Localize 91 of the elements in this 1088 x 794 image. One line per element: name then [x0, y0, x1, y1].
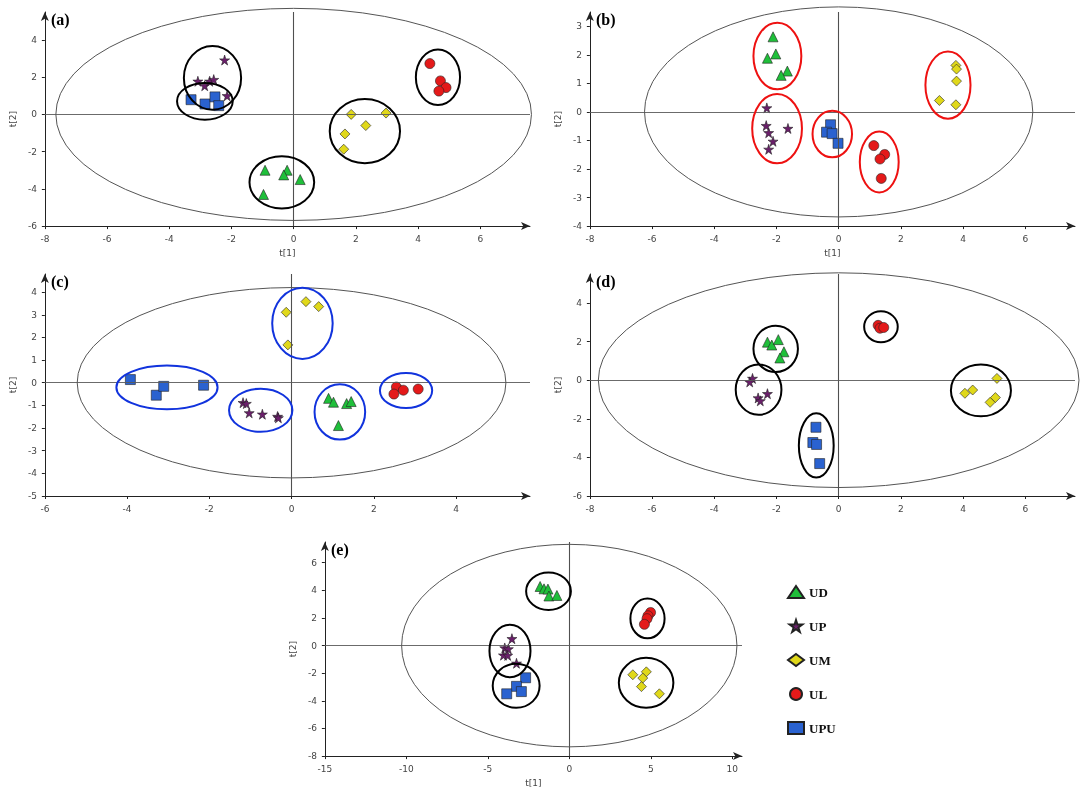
y-tick-label: -2 [27, 423, 37, 434]
x-tick-label: -2 [226, 233, 236, 244]
y-tick-label: 0 [31, 109, 38, 120]
y-tick-label: -2 [572, 413, 582, 424]
x-tick-label: 0 [288, 503, 295, 514]
x-axis-title: t[1] [525, 777, 542, 788]
y-tick-label: 0 [576, 106, 583, 117]
y-tick-label: 1 [31, 355, 37, 366]
y-tick-label: -6 [27, 221, 38, 232]
x-tick-label: -8 [585, 233, 595, 244]
x-tick-label: -10 [398, 763, 414, 774]
chart-title: (e) [331, 540, 349, 559]
x-tick-label: -4 [164, 233, 175, 244]
x-tick-label: -8 [40, 233, 50, 244]
y-tick-label: -4 [27, 183, 38, 194]
x-tick-label: 6 [477, 233, 484, 244]
x-tick-label: 2 [897, 233, 904, 244]
x-tick-label: -6 [40, 503, 50, 514]
x-axis-title: t[1] [824, 247, 841, 258]
y-tick-label: -2 [27, 146, 37, 157]
legend-label: UL [809, 686, 828, 702]
legend-label: UP [809, 618, 827, 634]
x-tick-label: -8 [585, 503, 595, 514]
x-axis-title: t[1] [279, 247, 296, 258]
y-tick-label: 0 [576, 375, 583, 386]
y-axis-title: t[2] [7, 376, 18, 394]
legend-label: UPU [809, 720, 837, 736]
x-tick-label: 0 [290, 233, 297, 244]
y-tick-label: 0 [311, 640, 318, 651]
y-tick-label: 2 [576, 49, 582, 60]
chart-title: (a) [51, 10, 70, 29]
y-axis-title: t[2] [552, 110, 563, 128]
x-tick-label: -2 [771, 503, 781, 514]
y-tick-label: 4 [31, 34, 38, 45]
y-axis-title: t[2] [287, 640, 298, 658]
legend-label: UD [809, 584, 828, 600]
y-tick-label: -5 [27, 491, 37, 501]
x-tick-label: -6 [102, 233, 112, 244]
y-tick-label: 6 [311, 557, 318, 568]
x-tick-label: 4 [960, 233, 967, 244]
x-tick-label: 2 [352, 233, 359, 244]
x-tick-label: 6 [1022, 233, 1029, 244]
x-tick-label: 4 [960, 503, 967, 514]
y-tick-label: 2 [31, 332, 37, 343]
x-tick-label: 10 [726, 763, 739, 774]
x-tick-label: 4 [415, 233, 422, 244]
x-tick-label: -5 [483, 763, 493, 774]
y-tick-label: -1 [572, 135, 582, 146]
y-tick-label: -6 [572, 491, 583, 501]
y-tick-label: -3 [572, 192, 582, 203]
y-tick-label: -6 [307, 723, 318, 734]
y-tick-label: 1 [576, 78, 582, 89]
y-tick-label: 2 [576, 336, 582, 347]
y-tick-label: -4 [307, 695, 318, 706]
y-tick-label: 3 [576, 21, 582, 32]
x-tick-label: 2 [897, 503, 904, 514]
y-axis-title: t[2] [552, 376, 563, 394]
x-tick-label: -2 [204, 503, 214, 514]
y-tick-label: 2 [311, 612, 317, 623]
x-tick-label: -6 [647, 233, 657, 244]
y-tick-label: 3 [31, 309, 37, 320]
x-tick-label: -4 [709, 503, 720, 514]
x-tick-label: 0 [835, 503, 842, 514]
y-tick-label: -2 [572, 164, 582, 175]
y-tick-label: -1 [27, 400, 37, 411]
y-tick-label: -4 [572, 221, 583, 232]
y-tick-label: -3 [27, 445, 37, 456]
chart-title: (b) [596, 10, 616, 29]
x-tick-label: 6 [1022, 503, 1029, 514]
x-tick-label: 5 [647, 763, 654, 774]
y-tick-label: 4 [311, 585, 318, 596]
x-tick-label: 0 [835, 233, 842, 244]
x-tick-label: -15 [317, 763, 333, 774]
y-tick-label: 4 [31, 287, 38, 298]
y-tick-label: 4 [576, 297, 583, 308]
x-tick-label: 2 [370, 503, 377, 514]
y-tick-label: -4 [27, 468, 38, 479]
y-tick-label: -8 [307, 751, 318, 762]
x-tick-label: -4 [709, 233, 720, 244]
y-tick-label: -4 [572, 452, 583, 463]
chart-title: (d) [596, 272, 616, 291]
y-tick-label: 2 [31, 72, 37, 83]
y-tick-label: -2 [307, 668, 317, 679]
chart-title: (c) [51, 272, 69, 291]
x-tick-label: -2 [771, 233, 781, 244]
x-tick-label: -6 [647, 503, 657, 514]
legend-label: UM [809, 652, 831, 668]
y-axis-title: t[2] [7, 110, 18, 128]
x-tick-label: -4 [122, 503, 132, 514]
x-tick-label: 4 [453, 503, 460, 514]
y-tick-label: 0 [31, 377, 38, 388]
